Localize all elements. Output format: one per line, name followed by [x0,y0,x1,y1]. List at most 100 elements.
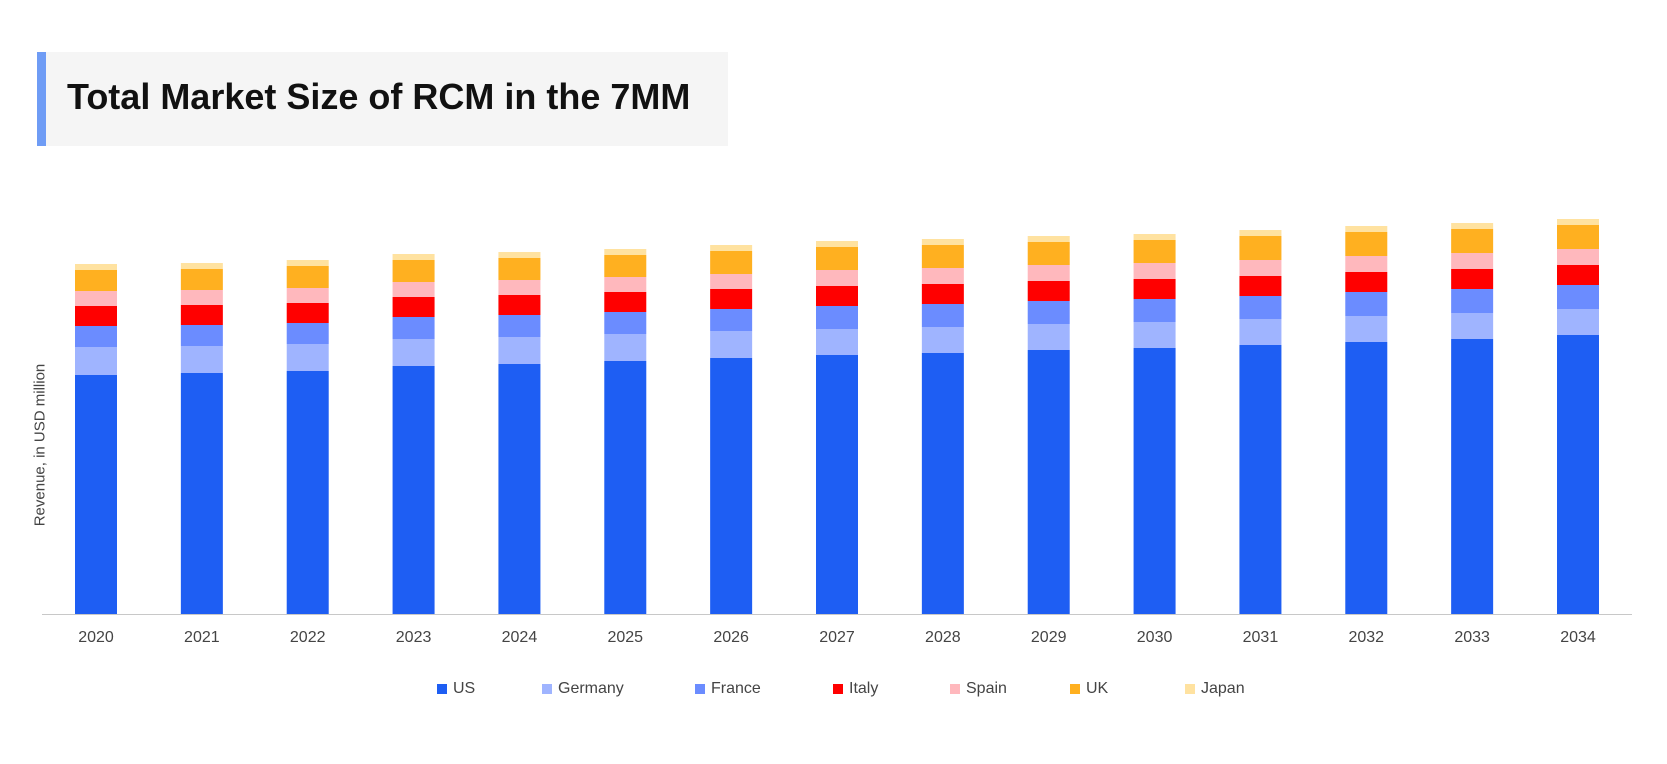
legend-item-italy: Italy [833,680,878,698]
bar-segment-germany-2026 [710,331,753,358]
bar-segment-japan-2031 [1239,230,1282,236]
bar-segment-uk-2025 [604,255,647,277]
bar-segment-japan-2020 [75,264,117,270]
legend-item-france: France [695,680,761,698]
bar-segment-france-2023 [392,317,435,339]
legend: US Germany France Italy Spain UK Japan [0,680,1667,704]
legend-label: Japan [1201,680,1245,697]
bar-segment-us-2033 [1451,339,1494,614]
legend-label: France [711,680,761,697]
bar-segment-italy-2031 [1239,276,1282,296]
bar-segment-italy-2028 [921,284,964,304]
legend-item-germany: Germany [542,680,624,698]
bar-segment-france-2030 [1133,299,1176,322]
bar-segment-us-2034 [1557,335,1599,614]
bar-segment-spain-2023 [392,282,435,297]
bar-segment-france-2033 [1451,289,1494,313]
bar-segment-spain-2029 [1027,265,1070,281]
bar-segment-japan-2030 [1133,234,1176,240]
bar-segment-germany-2031 [1239,319,1282,345]
bar-segment-germany-2034 [1557,309,1599,335]
bar-segment-germany-2024 [498,337,541,364]
bar-segment-us-2024 [498,364,541,614]
bar-segment-japan-2032 [1345,226,1388,232]
bar-segment-italy-2020 [75,306,117,326]
bar-segment-uk-2028 [921,245,964,268]
bar-segment-germany-2021 [180,346,223,373]
bar-segment-germany-2029 [1027,324,1070,350]
bar-segment-us-2031 [1239,345,1282,614]
x-tick-label: 2021 [184,629,220,646]
bar-segment-uk-2026 [710,251,753,274]
bar-segment-uk-2034 [1557,225,1599,249]
bar-segment-spain-2022 [286,288,329,303]
bar-segment-uk-2031 [1239,236,1282,260]
bar-segment-us-2025 [604,361,647,614]
bar-segment-france-2032 [1345,292,1388,316]
chart-title: Total Market Size of RCM in the 7MM [67,76,691,117]
legend-label: Italy [849,680,879,697]
bar-segment-germany-2030 [1133,322,1176,348]
x-tick-label: 2026 [713,629,749,646]
bar-segment-japan-2023 [392,254,435,260]
x-tick-label: 2027 [819,629,855,646]
bar-segment-italy-2024 [498,295,541,315]
legend-item-uk: UK [1070,680,1108,698]
bar-segment-japan-2025 [604,249,647,255]
bar-segment-us-2028 [921,353,964,614]
x-tick-label: 2033 [1454,629,1490,646]
bar-segment-japan-2028 [921,239,964,245]
bar-segment-france-2024 [498,315,541,337]
bar-segment-italy-2021 [180,305,223,325]
bar-segment-uk-2032 [1345,232,1388,256]
bar-segment-italy-2025 [604,292,647,312]
bar-segment-japan-2027 [816,241,858,247]
bar-segment-us-2021 [180,373,223,614]
bar-segment-germany-2023 [392,339,435,366]
bar-segment-us-2023 [392,366,435,614]
bar-segment-france-2021 [180,325,223,346]
bar-segment-us-2030 [1133,348,1176,614]
bar-segment-france-2026 [710,309,753,331]
legend-swatch [1070,684,1080,694]
bar-segment-uk-2022 [286,266,329,288]
bar-segment-germany-2022 [286,344,329,371]
bar-segment-italy-2022 [286,303,329,323]
bar-segment-spain-2034 [1557,249,1599,265]
bar-segment-japan-2024 [498,252,541,258]
bar-segment-italy-2023 [392,297,435,317]
bar-segment-germany-2027 [816,329,858,355]
x-tick-label: 2030 [1137,629,1173,646]
x-tick-label: 2024 [502,629,538,646]
bar-segment-france-2031 [1239,296,1282,319]
bar-segment-italy-2026 [710,289,753,309]
x-tick-label: 2028 [925,629,961,646]
x-tick-label: 2031 [1243,629,1279,646]
bar-segment-us-2020 [75,375,117,614]
bar-segment-us-2027 [816,355,858,614]
legend-label: Germany [558,680,624,697]
bar-segment-japan-2022 [286,260,329,266]
bar-segment-italy-2029 [1027,281,1070,301]
bar-segment-france-2020 [75,326,117,347]
bar-segment-germany-2020 [75,347,117,375]
bar-segment-germany-2025 [604,334,647,361]
legend-item-japan: Japan [1185,680,1245,698]
bar-segment-uk-2020 [75,270,117,291]
bar-segment-france-2027 [816,306,858,329]
bar-segment-spain-2028 [921,268,964,284]
bar-segment-spain-2020 [75,291,117,306]
x-tick-label: 2029 [1031,629,1067,646]
bar-segment-italy-2034 [1557,265,1599,285]
bar-segment-germany-2032 [1345,316,1388,342]
legend-label: Spain [966,680,1007,697]
bar-segment-italy-2033 [1451,269,1494,289]
bar-segment-italy-2032 [1345,272,1388,292]
bar-segment-spain-2026 [710,274,753,289]
legend-item-us: US [437,680,475,698]
legend-swatch [1185,684,1195,694]
bar-segment-us-2026 [710,358,753,614]
bar-segment-spain-2025 [604,277,647,292]
